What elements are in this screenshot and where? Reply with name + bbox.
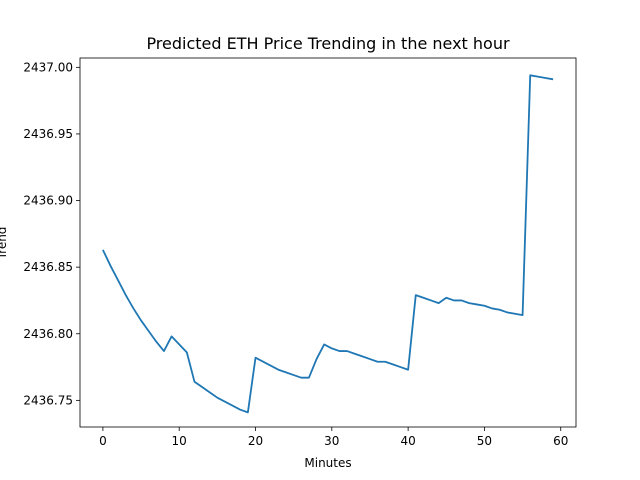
y-tick-label: 2436.75 <box>23 393 73 407</box>
x-axis-label: Minutes <box>304 456 351 470</box>
x-axis-ticks: 0 10 20 30 40 50 60 <box>99 427 568 448</box>
x-tick-label: 30 <box>324 434 339 448</box>
x-tick-label: 0 <box>99 434 107 448</box>
y-tick-label: 2436.95 <box>23 127 73 141</box>
x-tick-label: 20 <box>248 434 263 448</box>
y-tick-label: 2437.00 <box>23 60 73 74</box>
plot-area <box>79 57 577 428</box>
x-tick-label: 60 <box>553 434 568 448</box>
x-tick-label: 10 <box>172 434 187 448</box>
x-tick-label: 40 <box>400 434 415 448</box>
y-axis-label: Trend <box>0 227 9 261</box>
y-tick-label: 2436.80 <box>23 327 73 341</box>
axes-frame <box>79 57 577 428</box>
series-line-0 <box>102 74 554 414</box>
series-layer <box>102 74 554 414</box>
y-tick-label: 2436.85 <box>23 260 73 274</box>
chart-title: Predicted ETH Price Trending in the next… <box>146 34 510 53</box>
y-axis-ticks: 2436.75 2436.80 2436.85 2436.90 2436.95 2437.… <box>23 60 80 407</box>
x-tick-label: 50 <box>477 434 492 448</box>
y-tick-label: 2436.90 <box>23 194 73 208</box>
